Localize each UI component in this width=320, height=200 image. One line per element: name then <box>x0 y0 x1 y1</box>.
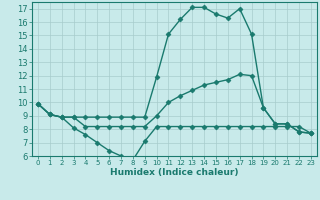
X-axis label: Humidex (Indice chaleur): Humidex (Indice chaleur) <box>110 168 239 177</box>
